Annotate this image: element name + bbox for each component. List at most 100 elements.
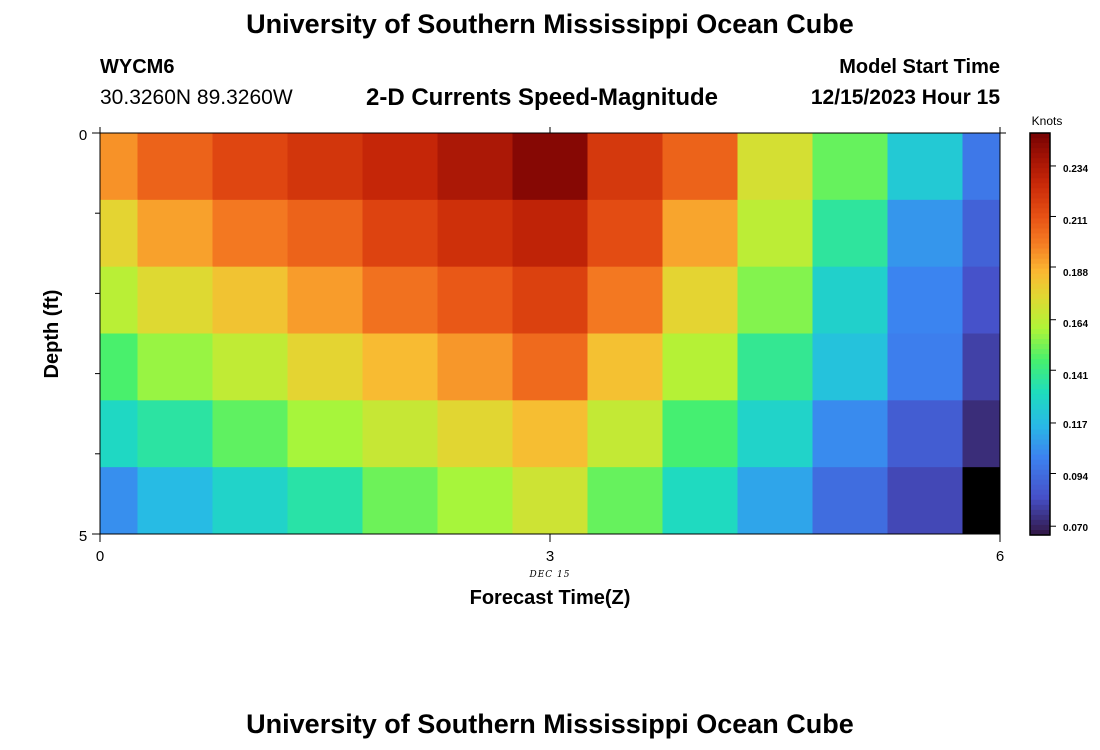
colorbar-segment bbox=[1030, 213, 1050, 220]
colorbar-segment bbox=[1030, 313, 1050, 320]
heatmap-cell bbox=[962, 133, 1001, 201]
colorbar-tick-label: 0.117 bbox=[1063, 420, 1088, 431]
colorbar-segment bbox=[1030, 354, 1050, 360]
chart-title: 2-D Currents Speed-Magnitude bbox=[366, 84, 719, 111]
heatmap-cell bbox=[737, 467, 813, 535]
colorbar-segment bbox=[1030, 278, 1050, 285]
heatmap-cell bbox=[587, 133, 663, 201]
heatmap-cell bbox=[812, 400, 888, 468]
heatmap-cell bbox=[212, 467, 288, 535]
colorbar-segment bbox=[1030, 218, 1050, 225]
heatmap-cell bbox=[212, 199, 288, 268]
colorbar-tick-label: 0.094 bbox=[1063, 472, 1088, 483]
colorbar-segment bbox=[1030, 339, 1050, 345]
colorbar-segment bbox=[1030, 384, 1050, 390]
heatmap-cell bbox=[100, 199, 138, 268]
colorbar-segment bbox=[1030, 429, 1050, 436]
colorbar-segment bbox=[1030, 243, 1050, 250]
colorbar-segment bbox=[1030, 328, 1050, 335]
colorbar-segment bbox=[1030, 183, 1050, 189]
heatmap-cell bbox=[737, 333, 813, 401]
colorbar-segment bbox=[1030, 178, 1050, 184]
colorbar-segment bbox=[1030, 484, 1050, 491]
x-axis-title: Forecast Time(Z) bbox=[470, 587, 631, 609]
colorbar-segment bbox=[1030, 444, 1050, 451]
colorbar-segment bbox=[1030, 293, 1050, 300]
colorbar-segment bbox=[1030, 308, 1050, 315]
heatmap-cell bbox=[100, 133, 138, 201]
colorbar-segment bbox=[1030, 469, 1050, 476]
heatmap-cell bbox=[962, 266, 1001, 334]
heatmap-cell bbox=[137, 467, 213, 535]
colorbar-segment bbox=[1030, 303, 1050, 310]
colorbar-segment bbox=[1030, 288, 1050, 295]
colorbar-segment bbox=[1030, 238, 1050, 245]
heatmap-cell bbox=[100, 400, 138, 468]
station-id: WYCM6 bbox=[100, 56, 175, 78]
heatmap-cell bbox=[437, 133, 513, 201]
heatmap-cell bbox=[887, 133, 963, 201]
heatmap-cell bbox=[362, 400, 438, 468]
colorbar-tick-label: 0.164 bbox=[1063, 319, 1088, 330]
heatmap-cell bbox=[662, 400, 738, 468]
colorbar bbox=[1030, 133, 1050, 536]
heatmap-cell bbox=[100, 467, 138, 535]
heatmap-cell bbox=[287, 467, 363, 535]
heatmap-cell bbox=[512, 467, 588, 535]
colorbar-tick-label: 0.188 bbox=[1063, 268, 1088, 279]
colorbar-segment bbox=[1030, 434, 1050, 441]
colorbar-segment bbox=[1030, 208, 1050, 214]
colorbar-segment bbox=[1030, 323, 1050, 330]
colorbar-segment bbox=[1030, 459, 1050, 466]
heatmap-cell bbox=[287, 133, 363, 201]
colorbar-segment bbox=[1030, 529, 1050, 536]
heatmap-cell bbox=[512, 266, 588, 334]
heatmap-cell bbox=[212, 266, 288, 334]
heatmap-cell bbox=[137, 333, 213, 401]
heatmap-cell bbox=[887, 266, 963, 334]
heatmap-cell bbox=[437, 266, 513, 334]
heatmap-cell bbox=[362, 266, 438, 334]
heatmap-cell bbox=[100, 333, 138, 401]
x-tick-label-start: 0 bbox=[96, 548, 104, 565]
colorbar-segment bbox=[1030, 394, 1050, 400]
x-tick-label-mid: 3 bbox=[546, 548, 554, 565]
heatmap-cell bbox=[512, 333, 588, 401]
heatmap-cell bbox=[662, 467, 738, 535]
colorbar-segment bbox=[1030, 439, 1050, 446]
heatmap-cell bbox=[362, 133, 438, 201]
colorbar-segment bbox=[1030, 489, 1050, 496]
colorbar-segment bbox=[1030, 364, 1050, 370]
heatmap-cell bbox=[437, 333, 513, 401]
heatmap-cell bbox=[587, 266, 663, 334]
colorbar-segment bbox=[1030, 188, 1050, 194]
colorbar-unit-label: Knots bbox=[1032, 114, 1063, 128]
colorbar-segment bbox=[1030, 138, 1050, 144]
heatmap-cell bbox=[212, 400, 288, 468]
colorbar-tick-label: 0.234 bbox=[1063, 164, 1088, 175]
heatmap-cell bbox=[212, 333, 288, 401]
model-start-label: Model Start Time bbox=[839, 56, 1000, 78]
heatmap-cell bbox=[362, 467, 438, 535]
colorbar-segment bbox=[1030, 198, 1050, 204]
heatmap-cell bbox=[587, 333, 663, 401]
heatmap-cell bbox=[437, 400, 513, 468]
colorbar-segment bbox=[1030, 369, 1050, 375]
axes bbox=[92, 127, 1006, 542]
colorbar-segment bbox=[1030, 514, 1050, 521]
heatmap-cell bbox=[662, 266, 738, 334]
heatmap-cell bbox=[437, 199, 513, 268]
colorbar-segment bbox=[1030, 173, 1050, 179]
colorbar-segment bbox=[1030, 163, 1050, 169]
heatmap-cell bbox=[812, 133, 888, 201]
heatmap-cell bbox=[137, 199, 213, 268]
heatmap-cell bbox=[587, 199, 663, 268]
colorbar-segment bbox=[1030, 449, 1050, 456]
heatmap-cell bbox=[512, 199, 588, 268]
heatmap-cell bbox=[437, 467, 513, 535]
colorbar-segment bbox=[1030, 268, 1050, 275]
heatmap-cell bbox=[212, 133, 288, 201]
colorbar-segment bbox=[1030, 298, 1050, 305]
heatmap-cell bbox=[962, 333, 1001, 401]
colorbar-segment bbox=[1030, 248, 1050, 255]
